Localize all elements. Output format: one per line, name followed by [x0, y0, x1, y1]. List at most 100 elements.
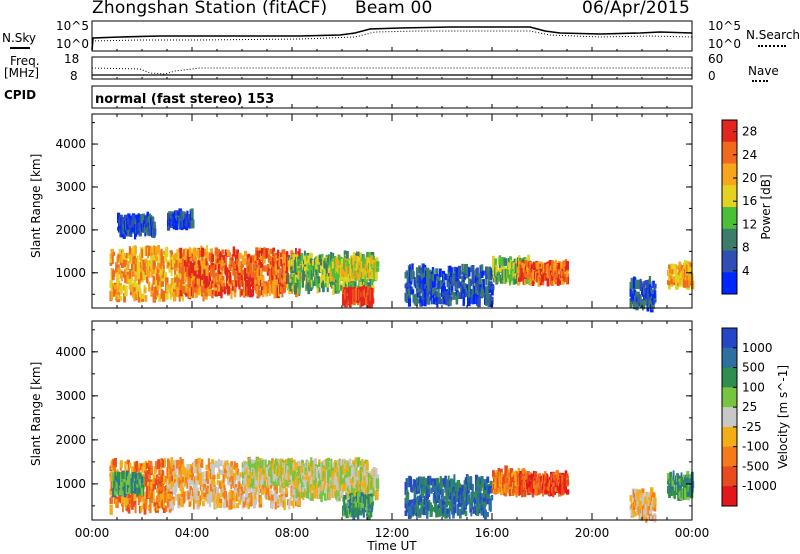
- data-cell: [190, 474, 194, 483]
- data-cell: [239, 274, 243, 286]
- data-cell: [202, 262, 206, 267]
- colorbar-segment: [722, 185, 737, 208]
- data-cell: [478, 288, 481, 299]
- data-cell: [230, 470, 233, 475]
- data-cell: [471, 265, 475, 276]
- data-cell: [178, 497, 181, 506]
- data-cell: [563, 271, 566, 277]
- data-cell: [299, 467, 303, 475]
- data-cell: [548, 267, 551, 279]
- data-cell: [450, 272, 453, 277]
- data-cell: [651, 289, 654, 295]
- data-cell: [261, 248, 265, 256]
- data-cell: [427, 281, 430, 293]
- data-cell: [150, 468, 153, 474]
- data-cell: [309, 252, 313, 263]
- data-cell: [354, 270, 357, 275]
- data-cell: [330, 464, 333, 475]
- data-cell: [128, 499, 131, 505]
- data-cell: [283, 283, 287, 293]
- data-cell: [289, 260, 292, 265]
- data-cell: [124, 260, 128, 266]
- data-cell: [290, 479, 294, 488]
- y-tick-label: 2000: [55, 223, 86, 237]
- data-cell: [302, 272, 305, 280]
- data-cell: [345, 297, 348, 305]
- data-cell: [190, 219, 195, 229]
- data-cell: [682, 279, 687, 288]
- data-cell: [230, 484, 233, 489]
- data-cell: [245, 271, 249, 280]
- data-cell: [218, 458, 220, 470]
- data-cell: [259, 253, 262, 261]
- data-cell: [323, 477, 327, 488]
- data-cell: [448, 295, 452, 301]
- data-cell: [299, 267, 303, 273]
- data-cell: [197, 470, 200, 481]
- data-cell: [160, 275, 164, 284]
- data-cell: [228, 494, 231, 502]
- data-cell: [134, 504, 137, 514]
- data-cell: [161, 481, 164, 491]
- data-cell: [565, 270, 569, 277]
- data-cell: [502, 269, 505, 280]
- data-cell: [332, 471, 335, 481]
- data-cell: [328, 278, 332, 285]
- data-cell: [320, 484, 323, 493]
- data-cell: [259, 462, 263, 471]
- data-cell: [341, 483, 345, 492]
- data-cell: [173, 254, 175, 261]
- data-cell: [236, 474, 239, 481]
- data-cell: [489, 293, 492, 304]
- data-cell: [195, 291, 198, 297]
- data-cell: [146, 225, 149, 231]
- data-cell: [116, 272, 119, 278]
- data-cell: [247, 502, 250, 510]
- data-cell: [642, 287, 644, 297]
- data-cell: [144, 471, 148, 479]
- data-cell: [197, 248, 200, 259]
- data-cell: [254, 284, 257, 291]
- data-cell: [323, 260, 326, 269]
- data-cell: [244, 273, 247, 285]
- data-cell: [128, 462, 132, 469]
- data-cell: [262, 290, 265, 297]
- data-cell: [370, 278, 374, 287]
- date-label: 06/Apr/2015: [582, 0, 690, 18]
- data-cell: [184, 256, 188, 266]
- data-cell: [259, 267, 263, 273]
- nave-top: 60: [708, 52, 724, 66]
- data-cell: [205, 464, 209, 471]
- data-cell: [407, 288, 411, 296]
- data-cell: [151, 255, 155, 262]
- data-cell: [330, 279, 333, 286]
- data-cell: [273, 253, 276, 262]
- data-cell: [212, 283, 215, 289]
- data-cell: [513, 276, 517, 284]
- data-cell: [322, 459, 326, 466]
- data-cell: [310, 270, 313, 280]
- data-cell: [258, 290, 262, 296]
- data-cell: [152, 217, 155, 225]
- data-cell: [261, 279, 263, 289]
- data-cell: [266, 264, 269, 272]
- data-cell: [321, 253, 324, 259]
- data-cell: [365, 290, 368, 295]
- data-cell: [222, 474, 225, 483]
- data-cell: [326, 279, 329, 288]
- data-cell: [540, 261, 543, 269]
- data-cell: [298, 499, 301, 507]
- data-cell: [207, 286, 210, 294]
- data-cell: [652, 294, 655, 305]
- data-cell: [135, 461, 139, 472]
- data-cell: [137, 284, 141, 292]
- data-cell: [206, 477, 210, 485]
- data-cell: [316, 490, 319, 500]
- data-cell: [194, 487, 197, 499]
- data-cell: [318, 481, 321, 488]
- data-cell: [202, 471, 205, 478]
- data-cell: [140, 505, 143, 513]
- data-cell: [262, 459, 265, 467]
- data-cell: [339, 282, 342, 291]
- data-cell: [366, 268, 369, 274]
